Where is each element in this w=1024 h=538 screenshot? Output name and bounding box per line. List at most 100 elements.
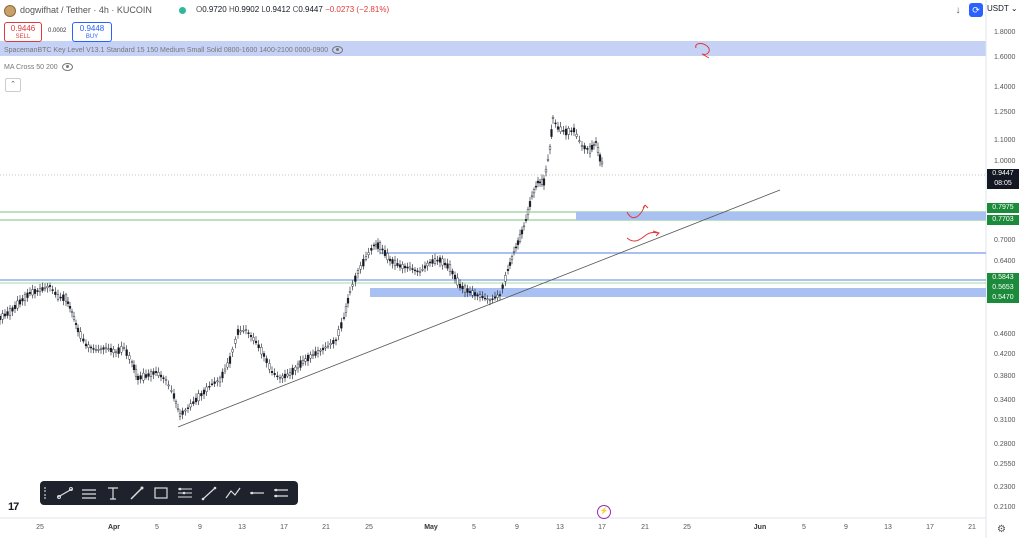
candle-body bbox=[311, 354, 315, 356]
time-axis-label: May bbox=[424, 524, 438, 531]
candle-body bbox=[36, 290, 39, 292]
current-price-value: 0.9447 bbox=[992, 170, 1014, 177]
candle-body bbox=[446, 263, 449, 269]
candle-body bbox=[516, 240, 520, 245]
candle-body bbox=[332, 340, 335, 344]
candle-body bbox=[13, 305, 17, 309]
price-axis-label: 1.0000 bbox=[994, 158, 1016, 165]
gear-icon[interactable]: ⚙ bbox=[997, 524, 1006, 535]
candle-body bbox=[8, 308, 12, 316]
candles-group bbox=[0, 114, 604, 421]
tradingview-logo[interactable]: 17 bbox=[8, 501, 19, 513]
currency-selector[interactable]: USDT ⌄ bbox=[987, 4, 1018, 13]
time-axis-label: 25 bbox=[683, 524, 691, 531]
candle-body bbox=[97, 349, 100, 351]
candle-body bbox=[244, 329, 248, 331]
candle-body bbox=[416, 270, 419, 273]
events-icon[interactable]: ⚡ bbox=[597, 505, 611, 519]
candle-body bbox=[493, 296, 497, 299]
current-price-tag: 0.9447 08:05 bbox=[987, 169, 1019, 189]
candle-body bbox=[136, 376, 140, 380]
candle-body bbox=[125, 349, 128, 356]
key-level-band bbox=[0, 41, 986, 56]
candle-body bbox=[117, 347, 120, 354]
candle-body bbox=[62, 294, 65, 301]
sell-price: 0.9446 bbox=[10, 24, 36, 33]
candle-body bbox=[0, 316, 2, 321]
brush-tool-icon[interactable] bbox=[128, 485, 146, 501]
candle-body bbox=[564, 128, 568, 136]
drag-handle[interactable] bbox=[44, 487, 52, 499]
download-button[interactable]: ↓ bbox=[955, 5, 961, 16]
candle-body bbox=[441, 258, 444, 266]
text-tool-icon[interactable] bbox=[104, 485, 122, 501]
candle-body bbox=[134, 368, 138, 377]
rectangle-tool-icon[interactable] bbox=[152, 485, 170, 501]
candle-body bbox=[218, 377, 222, 383]
symbol-title[interactable]: dogwifhat / Tether · 4h · KUCOIN bbox=[20, 5, 152, 15]
candle-body bbox=[249, 335, 253, 337]
eye-icon[interactable] bbox=[332, 46, 344, 54]
open-label: O bbox=[196, 5, 203, 14]
candle-body bbox=[448, 264, 452, 272]
candle-body bbox=[234, 339, 237, 344]
candle-body bbox=[378, 242, 382, 250]
candle-body bbox=[257, 344, 260, 349]
candle-body bbox=[216, 380, 219, 383]
trend-line-tool-icon[interactable] bbox=[56, 485, 74, 501]
candle-body bbox=[598, 154, 602, 162]
candle-body bbox=[528, 201, 532, 207]
candle-body bbox=[164, 379, 168, 381]
candle-body bbox=[359, 265, 362, 270]
candle-body bbox=[376, 242, 380, 249]
candle-body bbox=[128, 355, 131, 360]
zone-upper bbox=[576, 212, 986, 220]
line-tool-icon[interactable] bbox=[200, 485, 218, 501]
candle-body bbox=[107, 348, 110, 350]
chart-header: dogwifhat / Tether · 4h · KUCOIN O0.9720… bbox=[0, 0, 1024, 22]
candle-body bbox=[70, 311, 74, 313]
high-label: H bbox=[228, 5, 235, 14]
candle-body bbox=[159, 374, 163, 378]
long-position-tool-icon[interactable] bbox=[272, 485, 290, 501]
candle-body bbox=[491, 298, 494, 300]
candle-body bbox=[342, 317, 346, 319]
sell-button[interactable]: 0.9446 SELL bbox=[4, 22, 42, 42]
change-value: −0.0273 (−2.81%) bbox=[325, 5, 390, 14]
candle-body bbox=[398, 264, 402, 268]
candle-body bbox=[583, 145, 586, 150]
time-axis-label: 25 bbox=[36, 524, 44, 531]
fib-tool-icon[interactable] bbox=[176, 485, 194, 501]
parallel-channel-tool-icon[interactable] bbox=[80, 485, 98, 501]
candle-body bbox=[586, 148, 589, 150]
candle-body bbox=[1, 313, 4, 320]
path-tool-icon[interactable] bbox=[224, 485, 242, 501]
sell-label: SELL bbox=[15, 34, 31, 40]
eye-icon[interactable] bbox=[61, 63, 73, 71]
candle-body bbox=[524, 219, 528, 221]
buy-button[interactable]: 0.9448 BUY bbox=[72, 22, 112, 42]
candle-body bbox=[367, 252, 370, 256]
candle-body bbox=[54, 291, 57, 295]
candle-body bbox=[461, 285, 464, 290]
candle-body bbox=[526, 209, 530, 215]
candle-body bbox=[176, 408, 180, 410]
close-value: 0.9447 bbox=[298, 5, 323, 14]
candle-body bbox=[348, 291, 352, 293]
candle-body bbox=[210, 383, 214, 386]
collapse-legend-button[interactable]: ⌃ bbox=[5, 78, 21, 92]
symbol-logo-icon bbox=[4, 5, 16, 17]
candle-body bbox=[296, 363, 300, 369]
candle-body bbox=[92, 348, 95, 350]
time-axis-label: 13 bbox=[556, 524, 564, 531]
candle-body bbox=[428, 261, 432, 264]
time-axis-label: 17 bbox=[926, 524, 934, 531]
candle-body bbox=[181, 410, 184, 415]
candle-body bbox=[33, 289, 37, 294]
horizontal-line-tool-icon[interactable] bbox=[248, 485, 266, 501]
indicator-legend-ma-cross[interactable]: MA Cross 50 200 bbox=[4, 63, 73, 71]
indicator-legend-key-level[interactable]: SpacemanBTC Key Level V13.1 Standard 15 … bbox=[4, 46, 344, 54]
alert-button[interactable]: ⟳ bbox=[969, 3, 983, 17]
candle-body bbox=[294, 366, 297, 371]
